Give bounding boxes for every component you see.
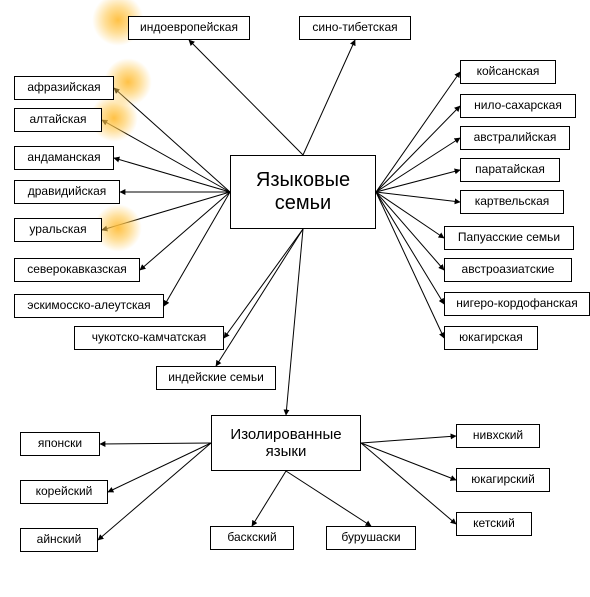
edge-center1-afraz [114, 88, 230, 192]
edge-center2-japan [100, 443, 211, 444]
diagram-stage: Языковые семьи Изолированные языки индоевр… [0, 0, 590, 597]
node-sevkavk: северокавказская [14, 258, 140, 282]
node-altai: алтайская [14, 108, 102, 132]
node-ural: уральская [14, 218, 102, 242]
node-indoeuro: индоевропейская [128, 16, 250, 40]
node-austral: австралийская [460, 126, 570, 150]
edge-center1-austral [376, 138, 460, 192]
edge-center1-ural [102, 192, 230, 230]
node-korean: корейский [20, 480, 108, 504]
edge-center1-austroas [376, 192, 444, 270]
edge-center1-center2 [286, 229, 303, 415]
node-kartvel: картвельская [460, 190, 564, 214]
node-papuas: Папуасские семьи [444, 226, 574, 250]
node-nigerkor: нигеро-кордофанская [444, 292, 590, 316]
node-dravid: дравидийская [14, 180, 120, 204]
node-yukagir2: юкагирский [456, 468, 550, 492]
edge-center2-yukagir2 [361, 443, 456, 480]
edge-center1-eskaleut [164, 192, 230, 306]
edge-center2-burush [286, 471, 371, 526]
node-bask: баскский [210, 526, 294, 550]
node-center2: Изолированные языки [211, 415, 361, 471]
node-eskaleut: эскимосско-алеутская [14, 294, 164, 318]
node-chukamch: чукотско-камчатская [74, 326, 224, 350]
edge-center1-sevkavk [140, 192, 230, 270]
node-center1: Языковые семьи [230, 155, 376, 229]
node-yukagir1: юкагирская [444, 326, 538, 350]
edge-center1-nilosah [376, 106, 460, 192]
node-indsem: индейские семьи [156, 366, 276, 390]
edge-center1-papuas [376, 192, 444, 238]
edge-center2-ainu [98, 443, 211, 540]
node-afraz: афразийская [14, 76, 114, 100]
edge-center1-kartvel [376, 192, 460, 202]
edge-center1-chukamch [224, 229, 303, 338]
edge-center1-nigerkor [376, 192, 444, 304]
node-paratai: паратайская [460, 158, 560, 182]
node-japan: японски [20, 432, 100, 456]
edge-center1-indsem [216, 229, 303, 366]
node-burush: бурушаски [326, 526, 416, 550]
edge-center1-andaman [114, 158, 230, 192]
edge-center1-altai [102, 120, 230, 192]
node-andaman: андаманская [14, 146, 114, 170]
node-nilosah: нило-сахарская [460, 94, 576, 118]
edge-center2-korean [108, 443, 211, 492]
node-austroas: австроазиатские [444, 258, 572, 282]
node-ainu: айнский [20, 528, 98, 552]
edge-center1-yukagir1 [376, 192, 444, 338]
node-sinotib: сино-тибетская [299, 16, 411, 40]
edge-center1-paratai [376, 170, 460, 192]
node-nivkh: нивхский [456, 424, 540, 448]
node-koisan: койсанская [460, 60, 556, 84]
edge-center2-bask [252, 471, 286, 526]
node-ket: кетский [456, 512, 532, 536]
edge-center2-nivkh [361, 436, 456, 443]
edge-center1-sinotib [303, 40, 355, 155]
edge-center2-ket [361, 443, 456, 524]
edge-center1-koisan [376, 72, 460, 192]
edge-center1-indoeuro [189, 40, 303, 155]
